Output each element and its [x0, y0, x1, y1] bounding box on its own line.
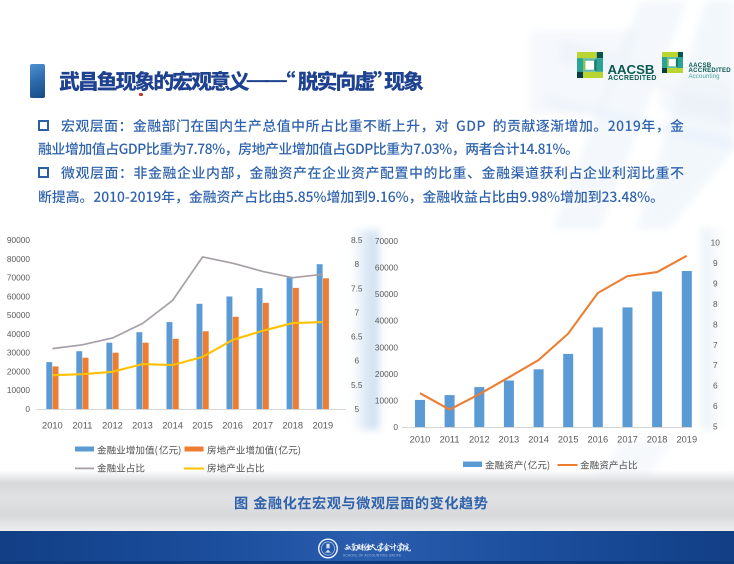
svg-text:30000: 30000: [375, 342, 398, 352]
svg-text:2010: 2010: [410, 435, 431, 445]
svg-text:2011: 2011: [440, 435, 460, 445]
svg-text:2013: 2013: [499, 435, 520, 445]
svg-text:6.5: 6.5: [351, 332, 363, 342]
svg-text:10: 10: [711, 238, 721, 248]
svg-text:70000: 70000: [7, 273, 30, 283]
svg-text:7: 7: [354, 307, 359, 317]
svg-text:6: 6: [713, 381, 718, 391]
svg-text:2019: 2019: [312, 421, 333, 431]
svg-text:30000: 30000: [7, 348, 30, 358]
svg-text:2016: 2016: [587, 435, 608, 445]
svg-text:5: 5: [354, 404, 359, 414]
svg-text:2012: 2012: [469, 435, 490, 445]
svg-text:8: 8: [354, 259, 359, 269]
svg-text:0: 0: [393, 422, 398, 432]
svg-text:2016: 2016: [222, 421, 243, 431]
svg-text:60000: 60000: [7, 291, 30, 301]
svg-text:90000: 90000: [7, 235, 30, 245]
svg-text:SCHOOL OF ACCOUNTING SWUFE: SCHOOL OF ACCOUNTING SWUFE: [343, 554, 401, 558]
svg-text:5: 5: [713, 421, 718, 431]
svg-text:2010: 2010: [42, 421, 63, 431]
svg-text:9: 9: [713, 279, 718, 289]
svg-text:2013: 2013: [132, 421, 153, 431]
svg-text:50000: 50000: [375, 289, 398, 299]
svg-text:40000: 40000: [7, 329, 30, 339]
svg-text:2014: 2014: [162, 421, 183, 431]
svg-text:8.5: 8.5: [351, 235, 363, 245]
svg-text:8: 8: [713, 319, 718, 329]
svg-text:9: 9: [713, 258, 718, 268]
svg-text:20000: 20000: [7, 366, 30, 376]
svg-text:7: 7: [713, 340, 718, 350]
svg-text:2012: 2012: [102, 421, 123, 431]
svg-text:6: 6: [713, 401, 718, 411]
svg-text:2019: 2019: [676, 435, 697, 445]
svg-text:80000: 80000: [7, 254, 30, 264]
svg-text:2011: 2011: [72, 421, 92, 431]
svg-text:8: 8: [713, 299, 718, 309]
svg-text:7: 7: [713, 360, 718, 370]
svg-text:60000: 60000: [375, 263, 398, 273]
svg-text:40000: 40000: [375, 316, 398, 326]
svg-text:10000: 10000: [375, 395, 398, 405]
svg-text:2015: 2015: [558, 435, 579, 445]
svg-text:2018: 2018: [282, 421, 303, 431]
svg-text:10000: 10000: [7, 385, 30, 395]
svg-text:2017: 2017: [252, 421, 273, 431]
svg-text:2018: 2018: [647, 435, 668, 445]
svg-text:2017: 2017: [617, 435, 638, 445]
svg-text:20000: 20000: [375, 369, 398, 379]
svg-text:7.5: 7.5: [351, 283, 363, 293]
svg-text:5.5: 5.5: [351, 380, 363, 390]
svg-text:70000: 70000: [375, 236, 398, 246]
svg-text:0: 0: [25, 404, 30, 414]
svg-text:2014: 2014: [528, 435, 549, 445]
svg-text:2015: 2015: [192, 421, 213, 431]
svg-text:50000: 50000: [7, 310, 30, 320]
svg-text:6: 6: [354, 356, 359, 366]
